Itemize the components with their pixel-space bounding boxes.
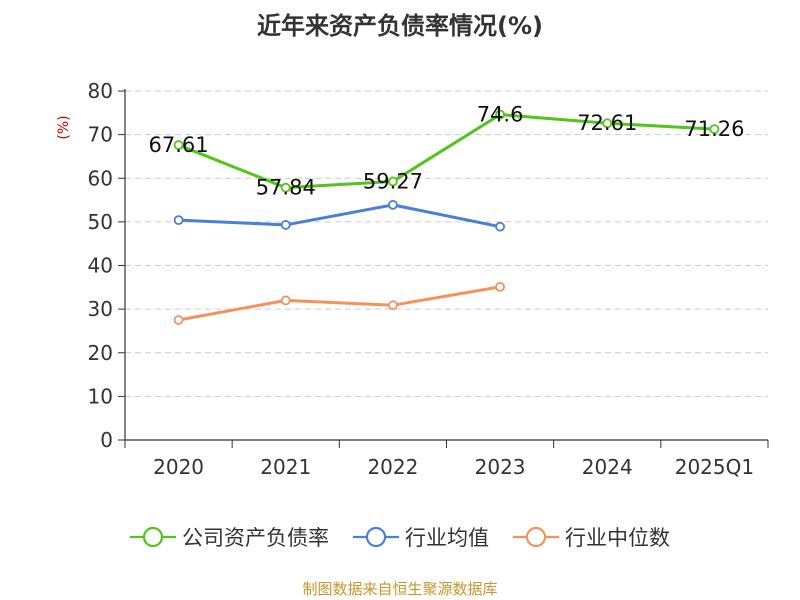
legend-label: 行业中位数: [565, 526, 670, 550]
chart-title: 近年来资产负债率情况(%): [257, 12, 543, 40]
data-point: [388, 199, 398, 210]
data-point: [173, 315, 184, 325]
data-point: [388, 176, 398, 187]
y-tick-label: 80: [88, 79, 113, 103]
x-tick-label: 2020: [153, 455, 204, 479]
x-tick-label: 2023: [475, 455, 526, 479]
legend-item: 行业中位数: [513, 522, 670, 552]
y-tick-label: 70: [88, 123, 113, 147]
y-tick-label: 40: [88, 254, 113, 278]
legend-label: 行业均值: [405, 526, 489, 550]
data-point: [495, 109, 505, 120]
legend-item: 公司资产负债率: [130, 522, 329, 552]
x-tick-label: 2024: [582, 455, 633, 479]
data-label: 74.6: [477, 103, 524, 127]
y-axis-label: (%): [56, 115, 72, 139]
data-point: [280, 220, 291, 230]
data-label: 59.27: [363, 169, 423, 193]
y-tick-label: 10: [88, 384, 113, 408]
data-point: [388, 300, 398, 311]
chart-legend: 公司资产负债率 行业均值 行业中位数: [0, 522, 800, 552]
y-tick-label: 30: [88, 297, 113, 321]
data-label: 72.61: [577, 111, 637, 135]
data-point: [173, 215, 184, 226]
y-tick-label: 50: [88, 210, 113, 234]
data-point: [709, 124, 720, 135]
data-point: [495, 281, 505, 292]
legend-marker-icon: [513, 526, 559, 548]
data-point: [602, 118, 613, 129]
legend-label: 公司资产负债率: [182, 526, 329, 550]
y-tick-label: 20: [88, 341, 113, 365]
legend-marker-icon: [353, 526, 399, 548]
data-label: 57.84: [256, 176, 316, 200]
series-line-1: [178, 203, 501, 229]
y-tick-label: 0: [100, 428, 113, 452]
legend-marker-icon: [130, 526, 176, 548]
legend-item: 行业均值: [353, 522, 489, 552]
data-point: [280, 295, 291, 306]
source-note: 制图数据来自恒生聚源数据库: [302, 580, 498, 598]
data-point: [173, 140, 184, 150]
y-tick-label: 60: [88, 166, 113, 190]
x-tick-label: 2022: [367, 455, 418, 479]
data-label: 67.61: [149, 133, 209, 157]
data-point: [495, 221, 505, 232]
data-point: [280, 182, 291, 193]
x-tick-label: 2021: [260, 455, 311, 479]
series-line-0: [178, 113, 715, 190]
series-line-2: [178, 285, 501, 322]
x-tick-label: 2025Q1: [675, 455, 754, 479]
data-label: 71.26: [684, 117, 744, 141]
